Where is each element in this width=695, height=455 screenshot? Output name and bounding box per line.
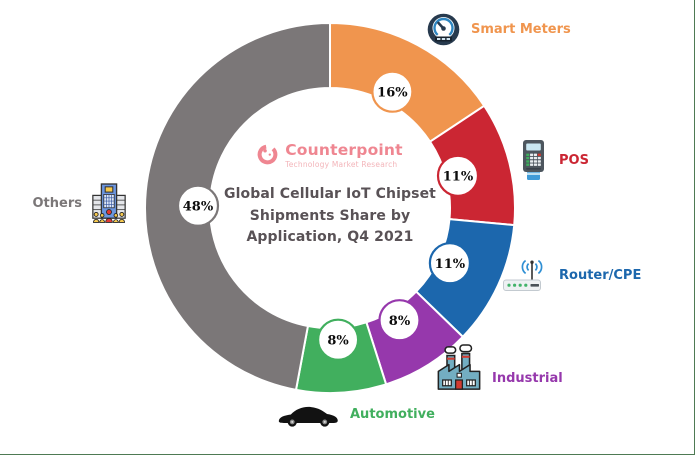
percent-label-pos: 11% bbox=[443, 169, 474, 184]
percent-badge-router-cpe bbox=[428, 242, 471, 285]
percent-label-automotive: 8% bbox=[327, 333, 349, 348]
legend-label-router-cpe: Router/CPE bbox=[559, 267, 642, 283]
logo-tagline: Technology Market Research bbox=[285, 160, 398, 169]
percent-badge-pos bbox=[436, 154, 480, 197]
percent-badge-industrial bbox=[378, 299, 421, 342]
legend-label-industrial: Industrial bbox=[492, 370, 563, 386]
legend-label-pos: POS bbox=[559, 152, 589, 168]
pos-terminal-icon bbox=[523, 140, 544, 180]
legend-label-others: Others bbox=[32, 195, 83, 211]
counterpoint-logo: Counterpoint Technology Market Research bbox=[257, 142, 403, 169]
factory-icon bbox=[437, 344, 481, 390]
percent-badge-automotive bbox=[317, 318, 360, 361]
legend-item-router-cpe: Router/CPE bbox=[502, 257, 641, 293]
percent-label-others: 48% bbox=[183, 199, 214, 214]
legend-item-pos: POS bbox=[521, 139, 589, 181]
legend-item-smart-meters: Smart Meters bbox=[427, 13, 571, 46]
legend-item-industrial: Industrial bbox=[435, 344, 563, 392]
percent-badge-smart-meters bbox=[371, 70, 414, 113]
chart-title-line: Application, Q4 2021 bbox=[246, 229, 414, 245]
chart-title-line: Shipments Share by bbox=[249, 207, 411, 224]
percent-label-router-cpe: 11% bbox=[435, 257, 466, 272]
percent-label-industrial: 8% bbox=[389, 314, 411, 329]
legend-item-automotive: Automotive bbox=[276, 401, 435, 428]
car-icon bbox=[278, 406, 338, 427]
legend-label-smart-meters: Smart Meters bbox=[471, 22, 571, 37]
router-icon bbox=[503, 259, 543, 291]
legend-item-others: Others bbox=[16, 182, 128, 224]
chart-title-line: Global Cellular IoT Chipset bbox=[224, 186, 436, 202]
logo-text-block: Counterpoint Technology Market Research bbox=[285, 141, 403, 170]
office-building-icon bbox=[92, 183, 126, 223]
logo-name: Counterpoint bbox=[285, 141, 403, 159]
counterpoint-logo-icon bbox=[257, 144, 278, 165]
chart-title: Global Cellular IoT Chipset Shipments Sh… bbox=[212, 184, 448, 249]
smart-meter-icon bbox=[427, 13, 460, 46]
percent-label-smart-meters: 16% bbox=[377, 85, 408, 100]
chart-center-block: Counterpoint Technology Market Research … bbox=[212, 142, 448, 249]
percent-badge-others bbox=[176, 184, 220, 227]
legend-label-automotive: Automotive bbox=[350, 407, 435, 422]
donut-segment-others bbox=[144, 22, 331, 391]
